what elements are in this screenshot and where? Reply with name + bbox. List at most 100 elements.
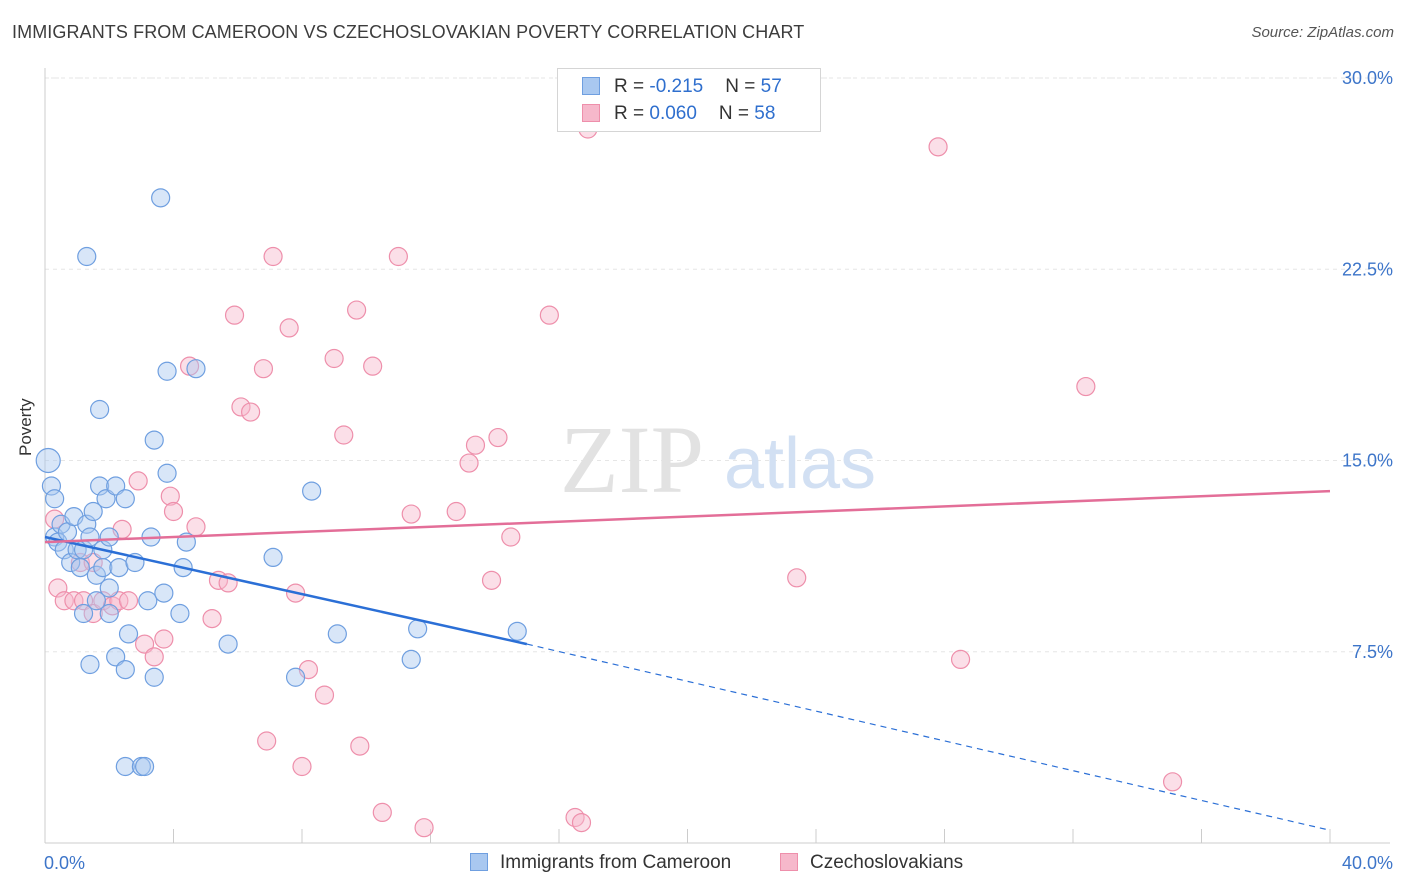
data-point-czechoslovakians xyxy=(363,356,383,376)
watermark: ZIP atlas xyxy=(560,406,876,513)
data-point-czechoslovakians xyxy=(787,568,807,588)
data-point-cameroon xyxy=(77,246,97,267)
watermark-atlas: atlas xyxy=(724,424,876,504)
data-point-cameroon xyxy=(93,557,113,578)
r-label: R = xyxy=(614,76,650,97)
data-point-cameroon xyxy=(45,489,65,509)
legend-item-czechoslovakians[interactable]: Czechoslovakians xyxy=(780,852,963,874)
data-point-czechoslovakians xyxy=(950,649,971,670)
data-point-cameroon xyxy=(157,463,177,483)
data-point-czechoslovakians xyxy=(488,427,508,448)
data-point-czechoslovakians xyxy=(1162,772,1183,792)
pink-swatch xyxy=(780,853,798,871)
data-point-czechoslovakians xyxy=(314,685,335,705)
n-label: N = xyxy=(718,103,755,124)
data-point-cameroon xyxy=(401,649,421,670)
series-czechoslovakians xyxy=(45,119,1183,838)
data-point-czechoslovakians xyxy=(54,591,74,611)
data-point-cameroon xyxy=(73,603,94,624)
data-point-czechoslovakians xyxy=(163,501,184,522)
legend-row-cameroon: R = -0.215 N = 57 xyxy=(582,76,782,100)
y-tick-label: 15.0% xyxy=(1342,451,1393,471)
data-point-cameroon xyxy=(99,578,119,598)
data-point-czechoslovakians xyxy=(224,305,245,325)
data-point-czechoslovakians xyxy=(324,348,344,369)
data-point-cameroon xyxy=(144,667,164,687)
y-tick-label: 30.0% xyxy=(1342,68,1393,88)
y-tick-label: 22.5% xyxy=(1342,259,1393,279)
data-point-czechoslovakians xyxy=(465,435,486,455)
series-legend: Immigrants from Cameroon Czechoslovakian… xyxy=(0,852,1406,878)
chart-title: IMMIGRANTS FROM CAMEROON VS CZECHOSLOVAK… xyxy=(12,22,805,42)
data-point-czechoslovakians xyxy=(414,818,434,838)
data-point-cameroon xyxy=(99,603,119,624)
data-point-czechoslovakians xyxy=(257,731,277,751)
data-point-czechoslovakians xyxy=(263,246,283,267)
data-point-cameroon xyxy=(170,603,190,624)
legend-item-cameroon[interactable]: Immigrants from Cameroon xyxy=(470,852,731,874)
data-point-czechoslovakians xyxy=(459,453,479,473)
data-point-czechoslovakians xyxy=(481,570,502,590)
data-point-cameroon xyxy=(151,188,171,208)
data-point-czechoslovakians xyxy=(401,504,421,524)
source-credit: Source: ZipAtlas.com xyxy=(1251,24,1394,41)
data-point-cameroon xyxy=(99,527,119,547)
data-point-cameroon xyxy=(507,621,527,641)
trend-line-czechoslovakians xyxy=(44,489,1331,544)
trend-lines xyxy=(44,489,1331,831)
data-point-cameroon xyxy=(118,624,139,644)
r-label: R = xyxy=(614,103,650,124)
data-point-czechoslovakians xyxy=(109,591,129,611)
data-point-czechoslovakians xyxy=(83,552,103,573)
n-label: N = xyxy=(725,76,761,97)
data-point-cameroon xyxy=(144,430,164,450)
data-point-cameroon xyxy=(115,659,135,680)
data-point-czechoslovakians xyxy=(160,486,180,506)
data-point-czechoslovakians xyxy=(241,402,261,422)
data-point-cameroon xyxy=(80,654,100,675)
data-point-cameroon xyxy=(96,489,116,509)
data-point-cameroon xyxy=(186,359,206,379)
data-point-cameroon xyxy=(115,489,135,509)
data-point-cameroon xyxy=(86,565,107,585)
data-point-cameroon xyxy=(106,476,126,496)
data-point-cameroon xyxy=(83,501,103,522)
data-point-czechoslovakians xyxy=(928,137,948,157)
r-value: -0.215 xyxy=(649,76,704,97)
data-point-czechoslovakians xyxy=(350,736,370,756)
data-point-cameroon xyxy=(115,756,135,777)
data-point-czechoslovakians xyxy=(83,603,103,624)
data-point-czechoslovakians xyxy=(501,527,521,547)
tick-labels: 7.5% 15.0% 22.5% 30.0% 0.0% 40.0% xyxy=(44,68,1393,873)
data-point-czechoslovakians xyxy=(347,300,367,320)
data-point-cameroon xyxy=(154,583,174,603)
trend-line-cameroon xyxy=(44,535,528,646)
blue-swatch xyxy=(582,77,600,95)
data-point-cameroon xyxy=(134,756,155,777)
data-point-czechoslovakians xyxy=(372,802,392,823)
data-point-cameroon xyxy=(70,557,90,578)
data-point-cameroon xyxy=(41,476,62,496)
gridlines xyxy=(45,77,1390,653)
data-point-cameroon xyxy=(263,547,283,568)
series-immigrants-from-cameroon xyxy=(35,188,527,777)
data-point-czechoslovakians xyxy=(292,756,312,777)
pink-swatch xyxy=(582,104,600,122)
data-point-cameroon xyxy=(327,624,347,644)
x-tick-label-max: 40.0% xyxy=(1342,853,1393,873)
data-point-cameroon xyxy=(157,361,177,381)
data-point-czechoslovakians xyxy=(1076,376,1096,397)
x-tick-label-min: 0.0% xyxy=(44,853,85,873)
data-point-cameroon xyxy=(35,447,61,474)
correlation-legend: R = -0.215 N = 57 R = 0.060 N = 58 xyxy=(557,68,821,132)
data-point-czechoslovakians xyxy=(253,359,274,379)
trend-line-cameroon-extrapolated xyxy=(526,643,1331,831)
data-point-czechoslovakians xyxy=(118,591,139,611)
data-point-czechoslovakians xyxy=(279,318,299,338)
data-point-czechoslovakians xyxy=(571,812,592,833)
data-point-czechoslovakians xyxy=(64,591,84,611)
data-point-cameroon xyxy=(302,481,322,501)
watermark-zip: ZIP xyxy=(560,406,704,513)
blue-swatch xyxy=(470,853,488,871)
